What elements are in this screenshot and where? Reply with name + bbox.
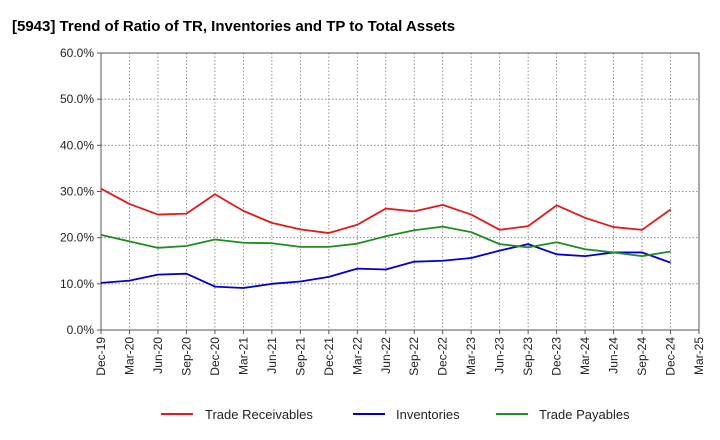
x-tick-label: Dec-19: [94, 337, 108, 376]
x-tick-label: Sep-21: [293, 337, 307, 376]
x-tick-label: Mar-23: [464, 337, 478, 375]
legend-label-trade-receivables: Trade Receivables: [205, 407, 313, 422]
x-tick-label: Jun-22: [379, 337, 393, 374]
x-tick-label: Sep-22: [407, 337, 421, 376]
legend-label-trade-payables: Trade Payables: [539, 407, 630, 422]
y-axis: 0.0% 10.0% 20.0% 30.0% 40.0% 50.0% 60.0%: [60, 46, 101, 337]
x-tick-label: Sep-23: [521, 337, 535, 376]
x-tick-label: Dec-24: [664, 337, 678, 376]
x-tick-label: Dec-23: [550, 337, 564, 376]
series-line-trade-payables: [100, 225, 671, 258]
series-lines: [100, 187, 672, 289]
legend: Trade Receivables Inventories Trade Payabl…: [161, 407, 630, 422]
x-axis: Dec-19 Mar-20 Jun-20 Sep-20 Dec-20 Mar-21 Jun-…: [94, 330, 706, 376]
x-tick-label: Dec-21: [322, 337, 336, 376]
y-tick-label: 10.0%: [60, 277, 94, 291]
x-tick-label: Mar-24: [578, 337, 592, 375]
series-line-inventories: [100, 243, 671, 289]
x-tick-label: Mar-22: [350, 337, 364, 375]
x-tick-label: Jun-24: [607, 337, 621, 374]
y-tick-label: 40.0%: [60, 138, 94, 152]
x-tick-label: Sep-20: [179, 337, 193, 376]
x-tick-label: Jun-23: [493, 337, 507, 374]
x-tick-label: Mar-21: [236, 337, 250, 375]
x-tick-label: Dec-20: [208, 337, 222, 376]
legend-label-inventories: Inventories: [396, 407, 460, 422]
x-tick-label: Mar-20: [122, 337, 136, 375]
x-tick-label: Jun-20: [151, 337, 165, 374]
y-tick-label: 20.0%: [60, 231, 94, 245]
x-tick-label: Jun-21: [265, 337, 279, 374]
grid: [100, 52, 700, 331]
y-tick-label: 0.0%: [67, 323, 95, 337]
chart-title: [5943] Trend of Ratio of TR, Inventories…: [12, 18, 455, 35]
series-line-trade-receivables: [100, 187, 672, 234]
x-tick-label: Mar-25: [692, 337, 706, 375]
x-tick-label: Dec-22: [436, 337, 450, 376]
x-tick-label: Sep-24: [635, 337, 649, 376]
y-tick-label: 60.0%: [60, 46, 94, 60]
y-tick-label: 30.0%: [60, 185, 94, 199]
y-tick-label: 50.0%: [60, 92, 94, 106]
